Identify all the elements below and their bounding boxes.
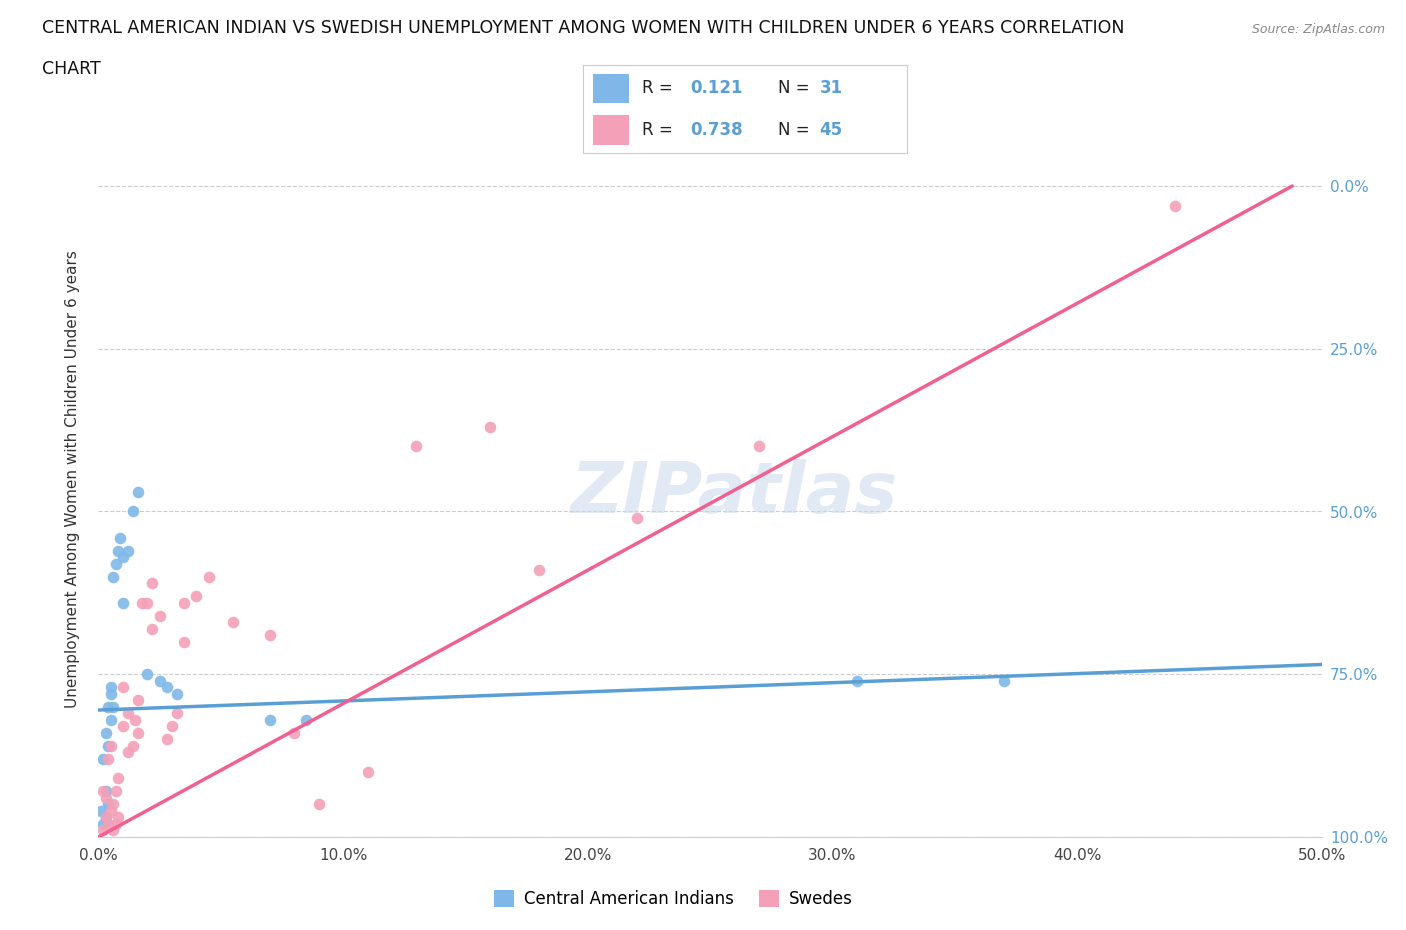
- Point: [527, 563, 550, 578]
- Point: [156, 680, 179, 695]
- Point: [156, 732, 179, 747]
- Point: [100, 712, 122, 727]
- Point: [101, 797, 124, 812]
- Point: [94, 810, 117, 825]
- Text: Source: ZipAtlas.com: Source: ZipAtlas.com: [1251, 23, 1385, 36]
- Point: [117, 745, 139, 760]
- Point: [166, 706, 188, 721]
- Point: [94, 810, 117, 825]
- Point: [111, 595, 134, 610]
- Point: [97, 699, 120, 714]
- Legend: Central American Indians, Swedes: Central American Indians, Swedes: [488, 884, 859, 914]
- Point: [166, 686, 188, 701]
- Point: [107, 543, 129, 558]
- Text: 0.738: 0.738: [690, 121, 742, 139]
- Point: [97, 797, 120, 812]
- Point: [127, 693, 149, 708]
- Point: [97, 817, 120, 831]
- Point: [141, 576, 163, 591]
- Point: [141, 621, 163, 636]
- Point: [124, 712, 146, 727]
- Point: [94, 725, 117, 740]
- Point: [478, 419, 501, 434]
- Point: [149, 608, 172, 623]
- Point: [626, 511, 648, 525]
- Point: [91, 823, 114, 838]
- Text: CHART: CHART: [42, 60, 101, 78]
- Point: [259, 628, 281, 643]
- Point: [149, 673, 172, 688]
- Point: [104, 784, 127, 799]
- Text: R =: R =: [641, 121, 678, 139]
- Point: [117, 543, 139, 558]
- Point: [748, 439, 770, 454]
- Point: [104, 817, 127, 831]
- FancyBboxPatch shape: [593, 115, 628, 145]
- Point: [110, 530, 132, 545]
- Text: 31: 31: [820, 79, 842, 97]
- Text: R =: R =: [641, 79, 678, 97]
- FancyBboxPatch shape: [593, 74, 628, 103]
- Point: [356, 764, 378, 779]
- Point: [111, 680, 134, 695]
- Point: [121, 738, 143, 753]
- Point: [259, 712, 281, 727]
- Point: [173, 634, 195, 649]
- Text: 45: 45: [820, 121, 842, 139]
- Point: [127, 725, 149, 740]
- Point: [97, 751, 120, 766]
- Text: N =: N =: [778, 79, 814, 97]
- Point: [222, 615, 245, 630]
- Point: [100, 804, 122, 818]
- Point: [111, 550, 134, 565]
- Point: [91, 784, 114, 799]
- Point: [90, 804, 112, 818]
- Text: ZIPatlas: ZIPatlas: [571, 458, 898, 527]
- Point: [845, 673, 868, 688]
- Point: [186, 589, 208, 604]
- Point: [993, 673, 1015, 688]
- Point: [136, 667, 159, 682]
- Point: [100, 738, 122, 753]
- Point: [283, 725, 305, 740]
- Point: [295, 712, 318, 727]
- Point: [101, 823, 124, 838]
- Point: [121, 504, 143, 519]
- Point: [197, 569, 219, 584]
- Point: [117, 706, 139, 721]
- Text: 0.121: 0.121: [690, 79, 742, 97]
- Point: [136, 595, 159, 610]
- Point: [127, 485, 149, 499]
- Point: [405, 439, 427, 454]
- Point: [91, 751, 114, 766]
- Point: [100, 680, 122, 695]
- Point: [308, 797, 330, 812]
- Point: [107, 810, 129, 825]
- Point: [1164, 198, 1187, 213]
- Text: CENTRAL AMERICAN INDIAN VS SWEDISH UNEMPLOYMENT AMONG WOMEN WITH CHILDREN UNDER : CENTRAL AMERICAN INDIAN VS SWEDISH UNEMP…: [42, 19, 1125, 36]
- Point: [100, 686, 122, 701]
- Y-axis label: Unemployment Among Women with Children Under 6 years: Unemployment Among Women with Children U…: [65, 250, 80, 708]
- Point: [173, 595, 195, 610]
- Point: [94, 790, 117, 805]
- Point: [94, 784, 117, 799]
- Point: [131, 595, 153, 610]
- Point: [97, 738, 120, 753]
- Point: [101, 699, 124, 714]
- Point: [91, 817, 114, 831]
- Point: [111, 719, 134, 734]
- Point: [160, 719, 183, 734]
- Point: [104, 556, 127, 571]
- Point: [97, 817, 120, 831]
- Point: [107, 771, 129, 786]
- Point: [101, 569, 124, 584]
- Text: N =: N =: [778, 121, 814, 139]
